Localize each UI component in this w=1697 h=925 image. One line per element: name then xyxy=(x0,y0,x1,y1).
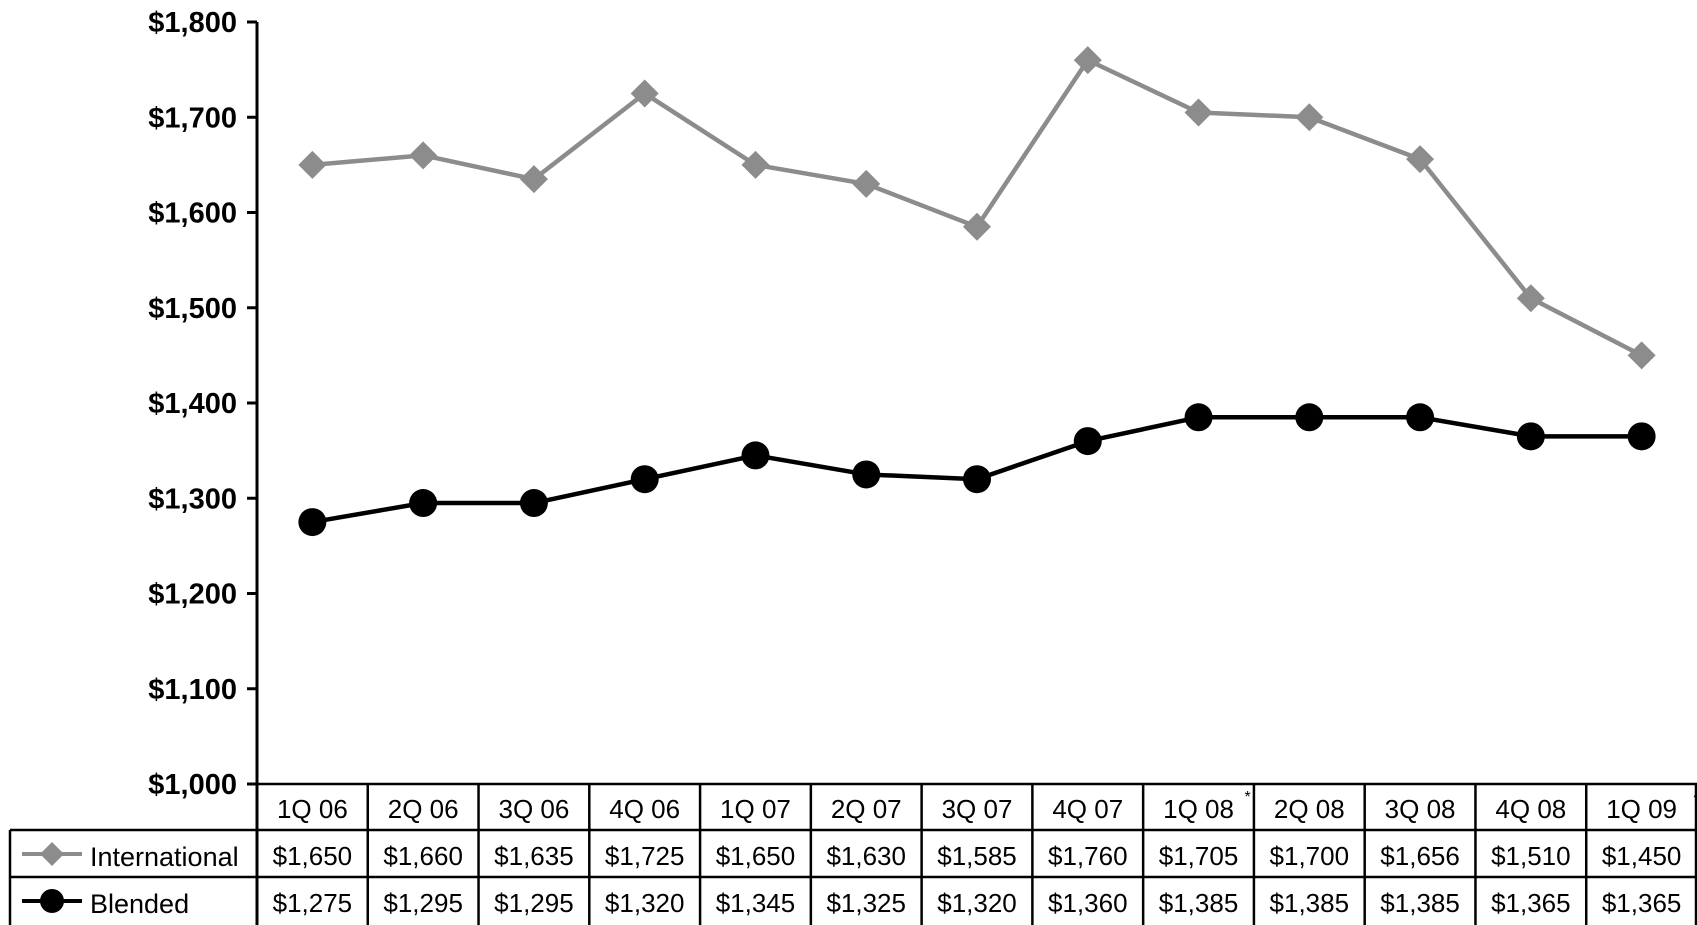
x-category-label: 4Q 07 xyxy=(1052,794,1123,824)
plot-area xyxy=(298,46,1656,537)
table-value-cell: $1,325 xyxy=(826,888,906,918)
footnote-mark: ◆ xyxy=(1694,787,1697,803)
table-value-cell: $1,295 xyxy=(494,888,574,918)
x-category-label: 2Q 07 xyxy=(831,794,902,824)
legend-key-marker xyxy=(40,889,64,913)
data-point-international xyxy=(1516,284,1545,313)
data-point-international xyxy=(630,79,659,108)
data-point-blended xyxy=(741,441,770,470)
data-point-international xyxy=(741,150,770,179)
x-category-label: 3Q 06 xyxy=(499,794,570,824)
table-value-cell: $1,360 xyxy=(1048,888,1128,918)
table-value-cell: $1,650 xyxy=(273,841,353,871)
legend-label: International xyxy=(90,842,239,872)
table-value-cell: $1,365 xyxy=(1491,888,1571,918)
x-category-label: 3Q 07 xyxy=(942,794,1013,824)
x-category-label: 2Q 08 xyxy=(1274,794,1345,824)
table-value-cell: $1,510 xyxy=(1491,841,1571,871)
table-value-cell: $1,635 xyxy=(494,841,574,871)
table-value-cell: $1,450 xyxy=(1602,841,1682,871)
table-value-cell: $1,320 xyxy=(937,888,1017,918)
data-point-international xyxy=(298,150,327,179)
y-tick-label: $1,800 xyxy=(148,7,237,39)
table-value-cell: $1,385 xyxy=(1159,888,1239,918)
table-value-cell: $1,660 xyxy=(383,841,463,871)
table-value-cell: $1,385 xyxy=(1380,888,1460,918)
table-value-cell: $1,760 xyxy=(1048,841,1128,871)
y-tick-label: $1,000 xyxy=(148,769,237,801)
table-value-cell: $1,365 xyxy=(1602,888,1682,918)
data-point-blended xyxy=(963,465,991,494)
y-tick-label: $1,100 xyxy=(148,674,237,706)
data-point-international xyxy=(1406,145,1435,174)
data-point-blended xyxy=(519,489,548,518)
data-point-blended xyxy=(409,489,438,518)
table-value-cell: $1,705 xyxy=(1159,841,1239,871)
x-category-label: 1Q 09 xyxy=(1606,794,1677,824)
table-value-cell: $1,700 xyxy=(1270,841,1350,871)
y-tick-label: $1,700 xyxy=(148,102,237,134)
series-line-international xyxy=(312,57,1643,358)
data-point-blended xyxy=(852,460,881,489)
table-value-cell: $1,725 xyxy=(605,841,685,871)
y-tick-label: $1,300 xyxy=(148,483,237,515)
table-value-cell: $1,656 xyxy=(1380,841,1460,871)
y-tick-label: $1,200 xyxy=(148,579,237,611)
table-value-cell: $1,650 xyxy=(716,841,796,871)
data-point-blended xyxy=(1073,427,1102,456)
table-value-cell: $1,345 xyxy=(716,888,796,918)
legend-key-marker xyxy=(40,842,64,866)
footnote-mark: * xyxy=(1245,789,1251,806)
data-point-blended xyxy=(1295,403,1324,432)
data-point-international xyxy=(1073,46,1102,75)
x-category-label: 4Q 08 xyxy=(1495,794,1566,824)
x-category-label: 2Q 06 xyxy=(388,794,459,824)
table-value-cell: $1,275 xyxy=(273,888,353,918)
data-point-international xyxy=(409,141,438,170)
x-category-label: 1Q 08 xyxy=(1163,794,1234,824)
table-value-cell: $1,385 xyxy=(1270,888,1350,918)
x-category-label: 1Q 06 xyxy=(277,794,348,824)
y-tick-label: $1,400 xyxy=(148,388,237,420)
x-category-label: 1Q 07 xyxy=(720,794,791,824)
data-point-international xyxy=(1184,98,1213,127)
data-point-international xyxy=(1627,341,1656,370)
x-category-label: 4Q 06 xyxy=(609,794,680,824)
data-point-international xyxy=(519,165,548,194)
data-point-blended xyxy=(630,465,659,494)
table-value-cell: $1,295 xyxy=(383,888,463,918)
data-point-blended xyxy=(298,508,327,537)
data-point-blended xyxy=(1627,422,1656,451)
data-point-international xyxy=(852,169,881,198)
data-point-blended xyxy=(1406,403,1435,432)
x-category-label: 3Q 08 xyxy=(1385,794,1456,824)
y-tick-label: $1,500 xyxy=(148,293,237,325)
data-point-international xyxy=(963,212,991,241)
table-value-cell: $1,585 xyxy=(937,841,1017,871)
table-value-cell: $1,320 xyxy=(605,888,685,918)
data-point-international xyxy=(1295,103,1324,132)
table-value-cell: $1,630 xyxy=(826,841,906,871)
data-point-blended xyxy=(1516,422,1545,451)
y-axis: $1,000 $1,100 $1,200 $1,300 $1,400 $1,500 $1,6… xyxy=(148,7,259,925)
legend-label: Blended xyxy=(90,889,189,919)
data-table: 1Q 06 2Q 06 3Q 06 4Q 06 1Q 07 2Q 07 3Q 07 4Q 07… xyxy=(8,782,1697,925)
data-point-blended xyxy=(1184,403,1213,432)
y-tick-label: $1,600 xyxy=(148,198,237,230)
